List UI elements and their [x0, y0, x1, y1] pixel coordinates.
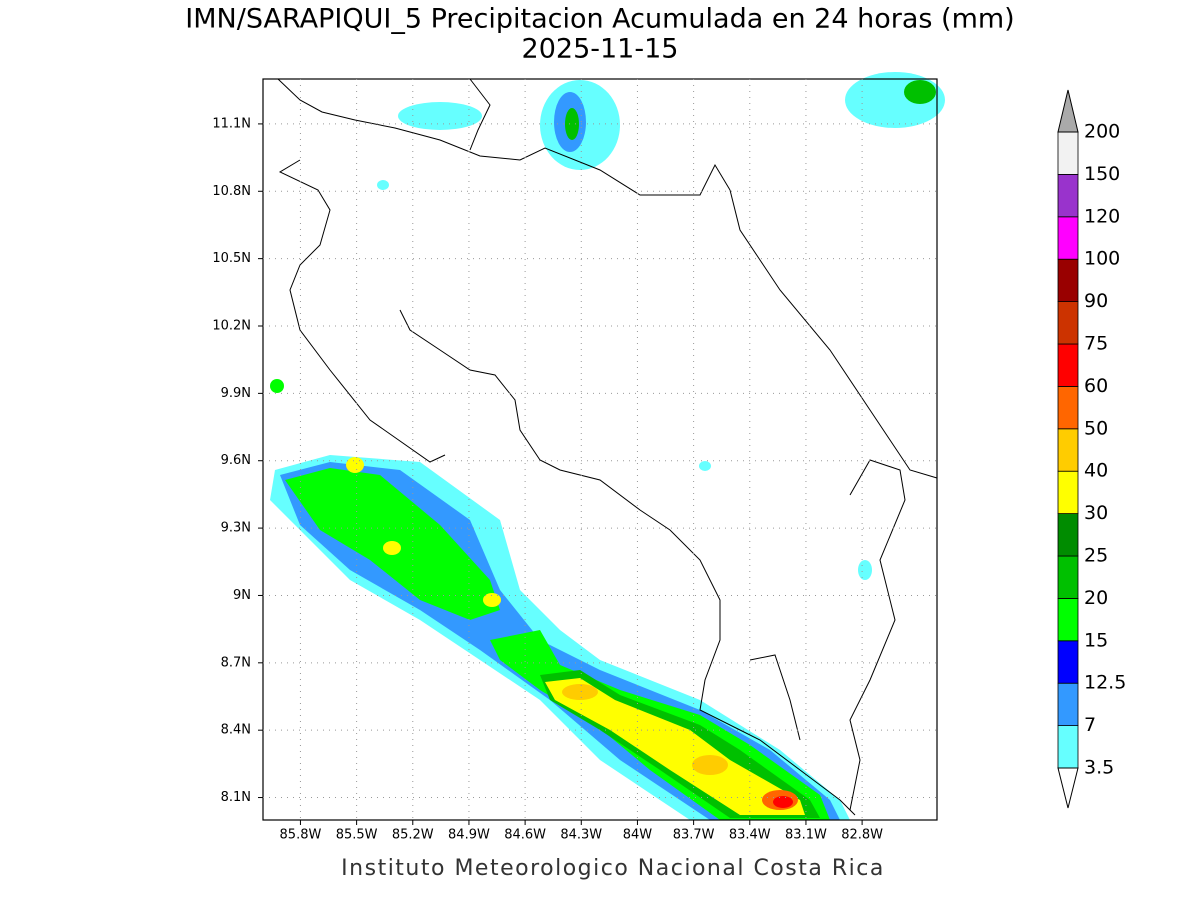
- colorbar-label: 12.5: [1084, 672, 1126, 694]
- y-tick-label: 9.3N: [221, 521, 251, 536]
- colorbar-label: 50: [1084, 417, 1108, 439]
- colorbar-label: 25: [1084, 545, 1108, 567]
- rain-area: [904, 80, 936, 104]
- precipitation-field: [270, 72, 945, 820]
- colorbar-label: 40: [1084, 460, 1108, 482]
- colorbar-label: 30: [1084, 502, 1108, 524]
- y-tick-label: 9N: [233, 588, 251, 603]
- y-tick-label: 8.1N: [221, 790, 251, 805]
- x-tick-label: 84.9W: [448, 828, 490, 843]
- rain-area: [692, 755, 728, 775]
- coastlines: [277, 78, 938, 816]
- colorbar-segment: [1057, 173, 1079, 218]
- credit: Instituto Meteorologico Nacional Costa R…: [341, 856, 885, 881]
- colorbar-segment: [1057, 428, 1079, 472]
- coastline: [729, 189, 938, 479]
- colorbar-segment: [1057, 725, 1079, 769]
- y-tick-label: 10.5N: [212, 251, 251, 266]
- colorbar-segment: [1057, 640, 1079, 684]
- coastline: [469, 78, 491, 151]
- colorbar-label: 100: [1084, 248, 1120, 270]
- colorbar-label: 20: [1084, 587, 1108, 609]
- colorbar-segment: [1057, 513, 1079, 557]
- colorbar-over: [1057, 89, 1079, 133]
- y-tick-label: 10.8N: [212, 184, 251, 199]
- map-date: 2025-11-15: [522, 34, 679, 65]
- coastline: [849, 459, 906, 811]
- colorbar-segment: [1057, 131, 1079, 175]
- colorbar-segment: [1057, 216, 1079, 260]
- rain-area: [398, 102, 482, 130]
- x-tick-label: 85.5W: [336, 828, 378, 843]
- rain-area: [346, 457, 364, 473]
- colorbar-segment: [1057, 470, 1079, 515]
- x-tick-label: 84.6W: [504, 828, 546, 843]
- x-tick-label: 85.8W: [280, 828, 322, 843]
- x-tick-label: 83.1W: [785, 828, 827, 843]
- colorbar-segment: [1057, 301, 1079, 345]
- colorbar-label: 200: [1084, 121, 1120, 143]
- rain-area: [562, 684, 598, 700]
- colorbar-segment: [1057, 555, 1079, 599]
- coastline: [399, 309, 856, 816]
- x-tick-label: 84W: [623, 828, 653, 843]
- coastline: [278, 159, 446, 463]
- x-tick-label: 83.7W: [673, 828, 715, 843]
- colorbar-label: 90: [1084, 290, 1108, 312]
- y-tick-label: 9.9N: [221, 386, 251, 401]
- rain-area: [383, 541, 401, 555]
- colorbar-segment: [1057, 598, 1079, 642]
- rain-area: [545, 678, 805, 815]
- colorbar-under: [1057, 767, 1079, 809]
- colorbar-label: 60: [1084, 375, 1108, 397]
- map-title: IMN/SARAPIQUI_5 Precipitacion Acumulada …: [185, 4, 1014, 35]
- colorbar-segment: [1057, 343, 1079, 387]
- colorbar-label: 150: [1084, 163, 1120, 185]
- y-tick-label: 9.6N: [221, 453, 251, 468]
- coastline: [749, 654, 801, 741]
- x-tick-label: 83.4W: [729, 828, 771, 843]
- colorbar-label: 75: [1084, 333, 1108, 355]
- coastline: [277, 78, 731, 196]
- colorbar-label: 15: [1084, 629, 1108, 651]
- rain-area: [483, 593, 501, 607]
- map-frame: [262, 78, 938, 821]
- rain-area: [270, 379, 284, 393]
- rain-area: [565, 108, 579, 140]
- colorbar-label: 120: [1084, 205, 1120, 227]
- y-tick-label: 10.2N: [212, 319, 251, 334]
- rain-area: [377, 180, 389, 190]
- colorbar-segment: [1057, 682, 1079, 727]
- colorbar-label: 7: [1084, 714, 1096, 736]
- rain-area: [858, 560, 872, 580]
- colorbar-segment: [1057, 385, 1079, 430]
- x-tick-label: 82.8W: [841, 828, 883, 843]
- rain-area: [773, 796, 793, 808]
- x-tick-label: 84.3W: [560, 828, 602, 843]
- colorbar-segment: [1057, 258, 1079, 303]
- x-tick-label: 85.2W: [392, 828, 434, 843]
- y-tick-label: 8.7N: [221, 655, 251, 670]
- y-tick-label: 8.4N: [221, 723, 251, 738]
- y-tick-label: 11.1N: [212, 116, 251, 131]
- colorbar-label: 3.5: [1084, 757, 1114, 779]
- rain-area: [699, 461, 711, 471]
